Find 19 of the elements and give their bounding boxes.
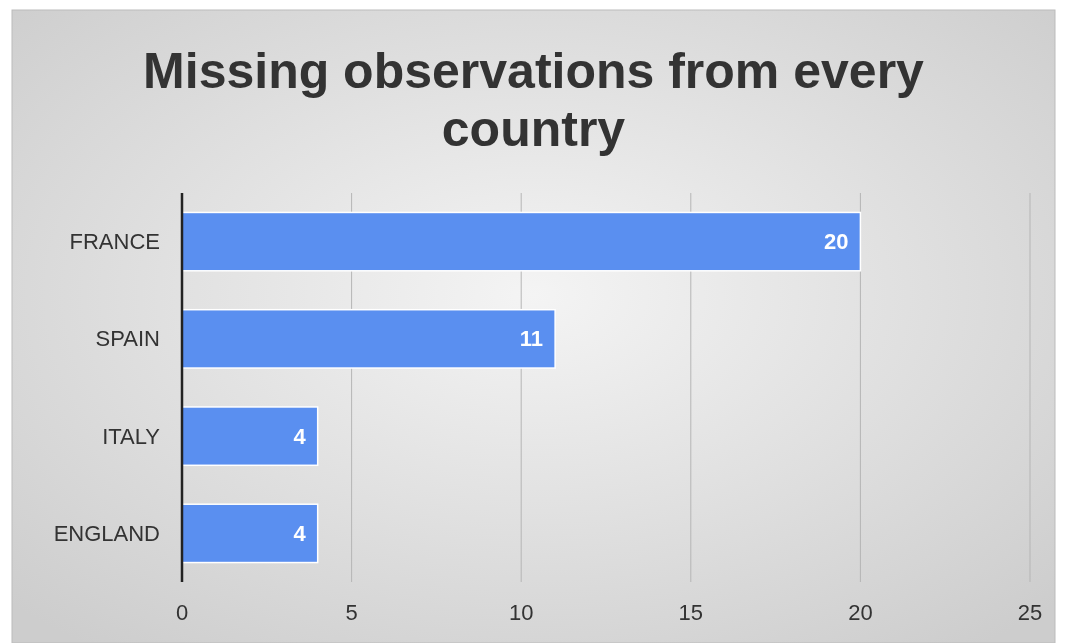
y-tick-label: FRANCE bbox=[69, 229, 160, 255]
x-tick-label: 25 bbox=[1017, 599, 1043, 625]
y-tick-label: ITALY bbox=[102, 423, 161, 449]
x-tick-label: 0 bbox=[175, 599, 189, 625]
data-label: 11 bbox=[519, 326, 544, 352]
data-label: 20 bbox=[823, 229, 849, 255]
bar bbox=[181, 503, 319, 564]
bar bbox=[181, 308, 556, 369]
data-label: 4 bbox=[293, 423, 307, 449]
y-tick-label: ENGLAND bbox=[53, 520, 160, 546]
chart-title: Missing observations from every country bbox=[143, 43, 925, 157]
x-tick-label: 5 bbox=[345, 599, 358, 625]
bar bbox=[181, 211, 862, 272]
y-tick-label: SPAIN bbox=[95, 326, 160, 352]
data-label: 4 bbox=[293, 520, 307, 546]
bar bbox=[181, 406, 319, 467]
x-tick-label: 20 bbox=[848, 599, 873, 625]
x-tick-label: 10 bbox=[508, 599, 534, 625]
x-tick-label: 15 bbox=[678, 599, 704, 625]
